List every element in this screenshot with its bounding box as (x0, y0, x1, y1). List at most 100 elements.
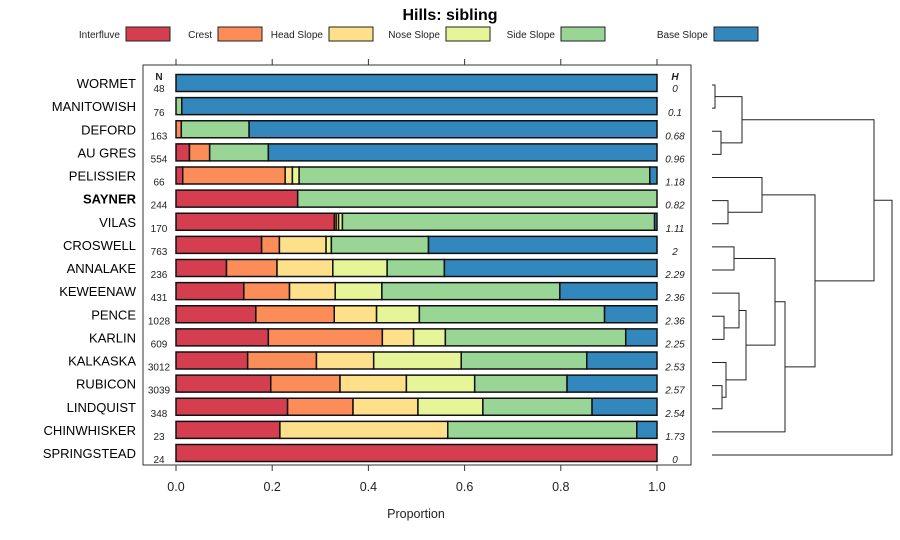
bar-segment-side-slope (418, 305, 606, 324)
h-value: 0 (672, 455, 678, 466)
bar-segment-side-slope (381, 281, 561, 301)
bar-segment-crest (246, 351, 318, 370)
x-axis-label: Proportion (387, 507, 445, 521)
n-value: 163 (151, 131, 168, 142)
row-label: RUBICON (76, 377, 136, 392)
bar-segment-crest (175, 120, 183, 139)
h-value: 0 (672, 84, 678, 95)
bar-segment-interfluve (175, 143, 191, 162)
bar-row: RUBICON 3039 2.57 (76, 374, 685, 397)
bar-row: PELISSIER 66 1.18 (69, 166, 685, 189)
dendrogram-branch (762, 194, 816, 368)
bar-row: MANITOWISH 76 0.1 (52, 96, 682, 119)
bar-segment-side-slope (175, 96, 183, 116)
bar-segment-nose-slope (291, 166, 300, 185)
bar-segment-crest (181, 166, 286, 185)
dendrogram-branch (712, 385, 723, 410)
n-value: 431 (151, 293, 168, 304)
x-tick-label: 0.0 (167, 480, 184, 494)
h-value: 2.29 (664, 270, 685, 281)
h-header: H (671, 72, 679, 83)
bar-segment-interfluve (175, 351, 249, 370)
bar-segment-side-slope (298, 166, 651, 185)
dendrogram-branch (712, 292, 740, 329)
bar-segment-base-slope (175, 73, 658, 93)
h-value: 2.25 (664, 339, 685, 350)
dendrogram-branch (715, 96, 743, 144)
bar-segment-crest (243, 281, 291, 301)
bar-row: SAYNER 244 0.82 (83, 189, 685, 212)
n-value: 76 (153, 108, 165, 119)
bar-row: LINDQUIST 348 2.54 (67, 397, 685, 420)
bar-segment-nose-slope (334, 281, 383, 301)
bar-segment-base-slope (181, 96, 658, 116)
row-label: PENCE (91, 307, 136, 322)
h-value: 0.82 (665, 201, 685, 212)
bar-segment-interfluve (175, 281, 245, 301)
h-value: 0.96 (665, 154, 685, 165)
bar-segment-nose-slope (405, 374, 476, 393)
h-value: 1.73 (665, 432, 685, 443)
bar-segment-head-slope (315, 351, 375, 370)
n-value: 348 (151, 409, 168, 420)
n-value: 763 (151, 247, 168, 258)
bar-row: PENCE 1028 2.36 (91, 305, 685, 327)
bar-segment-side-slope (341, 212, 656, 231)
legend-label: Base Slope (657, 30, 709, 41)
h-value: 2.36 (664, 316, 685, 327)
bar-segment-interfluve (175, 258, 228, 278)
bar-segment-side-slope (473, 374, 568, 393)
bar-row: CROSWELL 763 2 (63, 235, 678, 258)
bar-segment-side-slope (482, 397, 593, 416)
x-tick-label: 1.0 (648, 480, 665, 494)
bar-row: CHINWHISKER 23 1.73 (44, 420, 685, 443)
bar-segment-interfluve (175, 235, 263, 255)
chart-title: Hills: sibling (402, 7, 497, 24)
bar-segment-base-slope (624, 328, 658, 347)
h-value: 2 (671, 247, 678, 258)
legend-label: Nose Slope (388, 30, 440, 41)
bar-segment-nose-slope (412, 328, 447, 347)
bar-row: WORMET 48 0 (77, 73, 678, 95)
bar-segment-base-slope (636, 420, 658, 440)
n-value: 609 (151, 339, 168, 350)
dendrogram-branch (712, 199, 893, 456)
legend-swatch (560, 26, 606, 42)
bar-segment-side-slope (447, 420, 638, 440)
dendrogram-branch (712, 200, 729, 225)
bar-segment-head-slope (333, 305, 378, 324)
n-header: N (155, 72, 162, 83)
row-label: MANITOWISH (52, 99, 136, 114)
n-value: 3039 (148, 386, 171, 397)
row-label: LINDQUIST (67, 400, 136, 415)
bar-row: AU GRES 554 0.96 (77, 143, 685, 165)
dendrogram-branch (726, 309, 747, 381)
h-value: 2.57 (664, 386, 685, 397)
row-label: CHINWHISKER (44, 423, 136, 438)
bar-segment-side-slope (460, 351, 588, 370)
legend-label: Head Slope (271, 30, 324, 41)
bar-segment-base-slope (603, 305, 658, 324)
bar-segment-base-slope (586, 351, 658, 370)
bar-segment-base-slope (566, 374, 658, 393)
bar-segment-interfluve (175, 443, 658, 463)
bar-segment-interfluve (175, 420, 281, 440)
bar-segment-head-slope (279, 420, 449, 440)
bar-segment-nose-slope (332, 258, 388, 278)
bar-row: KALKASKA 3012 2.53 (68, 351, 685, 374)
h-value: 1.11 (666, 224, 685, 235)
legend-swatch (713, 26, 759, 42)
n-value: 3012 (148, 363, 171, 374)
row-label: WORMET (77, 76, 136, 91)
n-value: 48 (153, 84, 165, 95)
legend-swatch (328, 26, 374, 42)
plot-frame (142, 64, 692, 466)
bar-segment-base-slope (559, 281, 658, 301)
h-value: 1.18 (665, 178, 685, 189)
bar-segment-side-slope (444, 328, 627, 347)
dendrogram-branch (712, 315, 725, 340)
bar-segment-head-slope (276, 258, 334, 278)
bar-segment-base-slope (649, 166, 658, 185)
row-label: SPRINGSTEAD (43, 446, 136, 461)
row-label: PELISSIER (69, 169, 136, 184)
